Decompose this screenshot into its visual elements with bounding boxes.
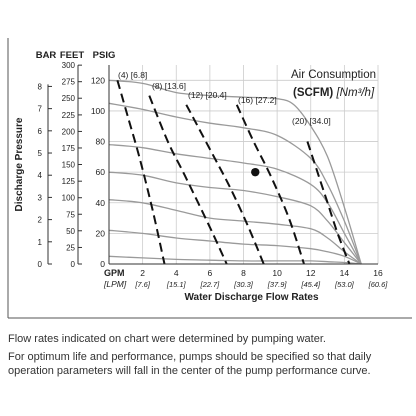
x-tick-label-lpm: [15.1] <box>166 280 187 289</box>
psig-tick-label: 60 <box>96 167 106 177</box>
bar-tick-label: 1 <box>38 238 43 247</box>
performance-curve <box>108 199 362 265</box>
air-curve-label: (20) [34.0] <box>292 116 331 126</box>
performance-curve <box>108 79 362 265</box>
feet-axis-label: FEET <box>60 50 84 61</box>
air-curve-label: (4) [6.8] <box>118 70 147 80</box>
feet-tick-label: 250 <box>62 94 76 103</box>
y-axis-title: Discharge Pressure <box>14 117 25 211</box>
bar-tick-label: 7 <box>38 105 43 114</box>
psig-tick-label: 120 <box>91 75 105 85</box>
psig-tick-label: 0 <box>100 259 105 269</box>
performance-curve <box>108 255 362 265</box>
psig-tick-label: 100 <box>91 106 105 116</box>
psig-tick-label: 80 <box>96 137 106 147</box>
psig-axis-label: PSIG <box>93 50 116 61</box>
feet-tick-label: 50 <box>66 227 75 236</box>
air-consumption-curve <box>148 95 228 265</box>
x-tick-label-lpm: [53.0] <box>334 280 355 289</box>
x-tick-label-gpm: 10 <box>272 268 282 278</box>
air-curve-label: (16) [27.2] <box>238 95 277 105</box>
x-axis-title: Water Discharge Flow Rates <box>184 292 319 303</box>
x-tick-label-lpm: [60.6] <box>368 280 389 289</box>
bar-tick-label: 4 <box>38 171 43 180</box>
bar-tick-label: 5 <box>38 149 43 158</box>
feet-tick-label: 200 <box>62 127 76 136</box>
x-tick-label-gpm: 8 <box>241 268 246 278</box>
x-tick-label-gpm: 16 <box>373 268 383 278</box>
x-tick-label-lpm: [45.4] <box>300 280 321 289</box>
x-unit-lpm: [LPM] <box>103 279 127 289</box>
note-flow-rates: Flow rates indicated on chart were deter… <box>8 333 326 345</box>
axes <box>7 38 412 319</box>
feet-tick-label: 125 <box>62 177 76 186</box>
feet-tick-label: 25 <box>66 243 75 252</box>
feet-tick-label: 225 <box>62 111 76 120</box>
bar-tick-label: 2 <box>38 216 43 225</box>
x-tick-label-gpm: 2 <box>140 268 145 278</box>
x-tick-label-gpm: 6 <box>208 268 213 278</box>
air-curve-label: (8) [13.6] <box>152 81 186 91</box>
feet-tick-label: 100 <box>62 194 76 203</box>
operating-point-marker <box>251 167 260 177</box>
bar-tick-label: 3 <box>38 193 43 202</box>
x-tick-label-lpm: [30.3] <box>233 280 254 289</box>
bar-tick-label: 6 <box>38 127 43 136</box>
x-tick-label-lpm: [22.7] <box>199 280 220 289</box>
x-tick-label-gpm: 4 <box>174 268 179 278</box>
air-consumption-curve <box>235 104 305 265</box>
x-tick-label-lpm: [7.6] <box>134 280 151 289</box>
psig-tick-label: 40 <box>96 198 106 208</box>
x-tick-label-gpm: 12 <box>306 268 316 278</box>
chart-text: 0123456780255075100125150175200225250275… <box>14 50 388 303</box>
x-unit-gpm: GPM <box>104 268 125 278</box>
feet-tick-label: 300 <box>62 61 76 70</box>
feet-tick-label: 275 <box>62 78 76 87</box>
x-tick-label-lpm: [37.9] <box>267 280 288 289</box>
feet-tick-label: 75 <box>66 210 75 219</box>
x-tick-label-gpm: 14 <box>340 268 350 278</box>
feet-tick-label: 175 <box>62 144 76 153</box>
air-consumption-curves <box>116 80 351 265</box>
performance-curve <box>108 229 362 265</box>
feet-tick-label: 0 <box>71 260 76 269</box>
bar-axis-label: BAR <box>36 50 57 61</box>
performance-curve <box>108 143 362 265</box>
chart-title: Air Consumption <box>291 69 376 81</box>
air-consumption-curve <box>185 104 265 265</box>
air-consumption-curve <box>306 141 351 265</box>
bar-tick-label: 0 <box>38 260 43 269</box>
pump-performance-chart: 0123456780255075100125150175200225250275… <box>7 38 412 319</box>
performance-curve <box>108 171 362 265</box>
air-curve-label: (12) [20.4] <box>188 90 227 100</box>
chart-subtitle: (SCFM) [Nm³/h] <box>293 87 375 99</box>
note-optimum-life: For optimum life and performance, pumps … <box>8 351 372 377</box>
performance-curves <box>108 79 362 265</box>
performance-curve <box>108 102 362 265</box>
bar-tick-label: 8 <box>38 82 43 91</box>
feet-tick-label: 150 <box>62 161 76 170</box>
psig-tick-label: 20 <box>96 228 106 238</box>
